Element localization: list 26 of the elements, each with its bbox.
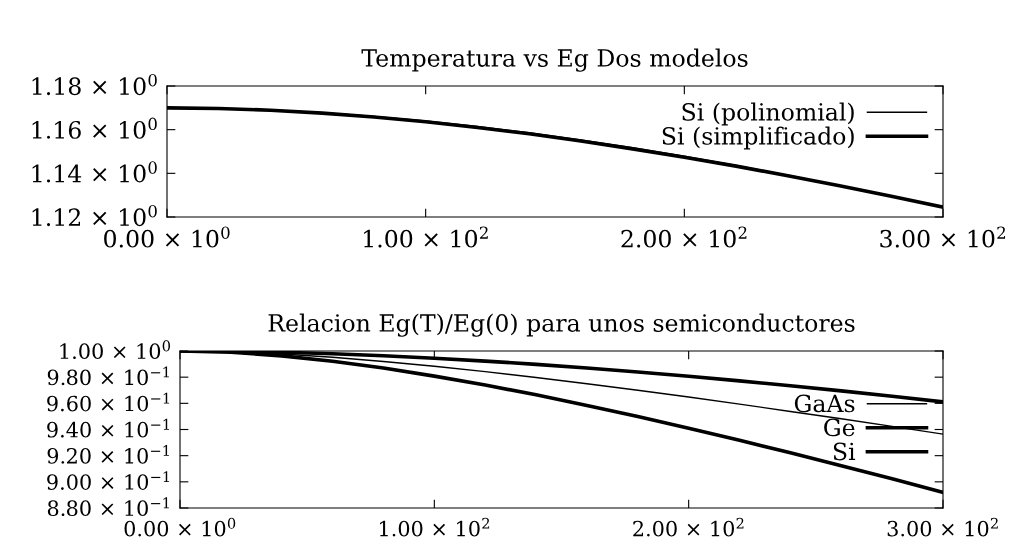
y-tick-label: 9.60 × 10$^{−1}$ (47, 392, 170, 412)
y-tick-label: 9.80 × 10$^{−1}$ (47, 366, 169, 386)
y-tick-label: 1.16 × 10$^{0}$ (32, 117, 157, 139)
legend-label: GaAs (794, 394, 855, 413)
y-tick-label: 1.14 × 10$^{0}$ (32, 161, 157, 183)
x-tick-label: 1.00 × 10$^{2}$ (364, 226, 488, 248)
legend-label: Si (833, 442, 856, 461)
legend-label: Si (polinomial) (682, 102, 854, 126)
x-tick-label: 2.00 × 10$^{2}$ (621, 226, 747, 248)
chart-title: Temperatura vs Eg Dos modelos (361, 48, 748, 72)
legend-label: Ge (824, 418, 855, 437)
x-tick-label: 1.00 × 10$^{2}$ (380, 517, 490, 537)
y-tick-label: 1.12 × 10$^{0}$ (32, 204, 157, 227)
y-tick-label: 9.20 × 10$^{−1}$ (47, 445, 169, 464)
legend-label: Si (simplificado) (662, 126, 854, 150)
x-tick-label: 3.00 × 10$^{2}$ (880, 226, 1006, 248)
y-tick-label: 1.00 × 10$^{0}$ (60, 340, 171, 360)
chart-title: Relacion Eg(T)/Eg(0) para unos semiconductores (268, 313, 855, 337)
x-tick-label: 2.00 × 10$^{2}$ (633, 517, 744, 537)
x-tick-label: 0.00 × 10$^{0}$ (104, 226, 230, 248)
x-tick-label: 3.00 × 10$^{2}$ (887, 517, 998, 537)
y-tick-label: 1.18 × 10$^{0}$ (32, 73, 157, 96)
y-tick-label: 8.80 × 10$^{−1}$ (47, 497, 169, 517)
x-tick-label: 0.00 × 10$^{0}$ (124, 517, 236, 537)
y-tick-label: 9.00 × 10$^{−1}$ (47, 471, 170, 490)
y-tick-label: 9.40 × 10$^{−1}$ (47, 418, 170, 438)
